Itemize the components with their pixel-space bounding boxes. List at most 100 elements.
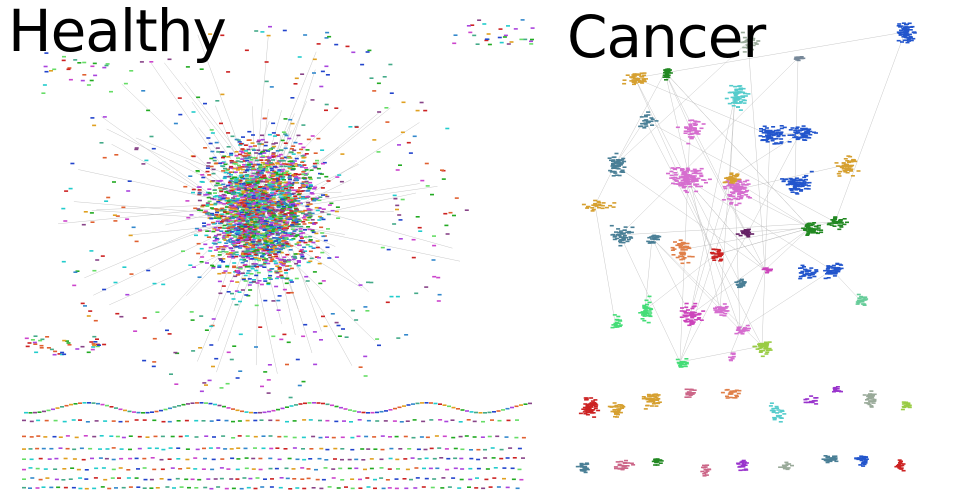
cluster-node xyxy=(694,170,699,172)
small-component-node xyxy=(416,448,421,451)
cluster-node xyxy=(841,166,846,168)
hairball-node xyxy=(266,178,271,180)
cluster-node xyxy=(622,79,627,81)
cluster-node xyxy=(834,268,839,270)
peripheral-node xyxy=(445,127,450,130)
hairball-node xyxy=(308,178,313,181)
peripheral-node xyxy=(367,49,372,52)
peripheral-node xyxy=(260,31,265,33)
cluster-node xyxy=(790,191,795,193)
small-component-node xyxy=(478,412,483,414)
cluster-node xyxy=(747,43,752,45)
small-component-node xyxy=(317,457,322,460)
hairball-node xyxy=(252,188,257,190)
hairball-node xyxy=(307,211,312,214)
hairball-node xyxy=(217,254,222,256)
small-component-node xyxy=(65,447,70,450)
hairball-node xyxy=(283,142,288,144)
cluster-node xyxy=(845,160,850,162)
hairball-node xyxy=(254,191,259,194)
cluster-node xyxy=(732,174,736,177)
small-component-node xyxy=(338,467,343,470)
small-component-node xyxy=(521,436,526,439)
hairball-node xyxy=(263,205,267,207)
small-component-node xyxy=(519,478,524,481)
cluster-node xyxy=(687,255,692,258)
cluster-node xyxy=(643,312,648,314)
hairball-node xyxy=(263,225,268,228)
hairball-node xyxy=(257,217,262,219)
cluster-edge xyxy=(729,132,801,179)
hairball-node xyxy=(229,160,234,162)
small-component-node xyxy=(136,411,141,414)
hairball-node xyxy=(285,234,290,237)
small-component-node xyxy=(392,420,397,422)
hairball-node xyxy=(236,195,241,197)
hairball-node xyxy=(260,138,265,141)
hairball-node xyxy=(284,134,289,137)
peripheral-node xyxy=(392,194,397,197)
small-component-node xyxy=(150,457,155,459)
cluster-node xyxy=(596,200,601,203)
hairball-node xyxy=(221,261,226,263)
hairball-node xyxy=(310,212,315,215)
cluster-edge xyxy=(679,132,801,363)
cluster-node xyxy=(807,277,812,279)
peripheral-node xyxy=(189,311,194,313)
cluster-node xyxy=(765,271,769,274)
hairball-node xyxy=(229,237,234,240)
cluster-node xyxy=(823,269,828,272)
small-component-node xyxy=(145,411,150,414)
small-component-node xyxy=(111,458,116,461)
small-component-node xyxy=(481,487,486,490)
cluster-node xyxy=(733,94,738,97)
hairball-node xyxy=(254,185,259,187)
small-component-node xyxy=(87,402,91,404)
small-component-node xyxy=(275,447,280,449)
small-component-node xyxy=(495,435,500,438)
cluster-node xyxy=(778,133,783,136)
cluster-node xyxy=(632,77,637,80)
hairball-node xyxy=(230,234,235,236)
peripheral-node xyxy=(131,226,136,229)
hairball-node xyxy=(218,187,223,189)
cluster-node xyxy=(776,134,781,137)
cluster-node xyxy=(735,233,740,235)
hairball-node xyxy=(236,188,241,191)
hairball-node xyxy=(324,175,329,178)
cluster-node xyxy=(810,232,815,234)
peripheral-node xyxy=(363,355,368,358)
cluster-node xyxy=(622,229,627,231)
hairball-node xyxy=(277,229,282,231)
hairball-edge xyxy=(257,51,317,200)
hairball-node xyxy=(270,201,275,204)
cluster-node xyxy=(713,248,718,251)
small-component-node xyxy=(128,457,133,460)
small-component-node xyxy=(295,458,300,461)
small-component-node xyxy=(101,467,106,469)
small-component-node xyxy=(184,435,189,437)
cluster-node xyxy=(672,248,677,250)
hairball-node xyxy=(221,219,226,221)
hairball-node xyxy=(267,251,272,253)
peripheral-node xyxy=(123,82,128,85)
hairball-node xyxy=(240,272,245,274)
hairball-node xyxy=(247,228,252,230)
peripheral-node xyxy=(81,223,86,226)
hairball-node xyxy=(216,151,221,153)
hairball-node xyxy=(302,178,307,180)
peripheral-node xyxy=(80,345,85,348)
cluster-node xyxy=(805,187,809,190)
hairball-node xyxy=(293,173,298,175)
hairball-node xyxy=(241,256,246,259)
peripheral-node xyxy=(437,293,442,296)
hairball-node xyxy=(247,168,251,171)
hairball-node xyxy=(278,209,283,212)
cluster-node xyxy=(795,58,800,60)
hairball-node xyxy=(265,164,270,167)
hairball-node xyxy=(256,190,261,193)
small-component-node xyxy=(502,467,507,469)
hairball-node xyxy=(248,236,253,239)
hairball-node xyxy=(219,122,223,125)
hairball-node xyxy=(225,197,230,200)
